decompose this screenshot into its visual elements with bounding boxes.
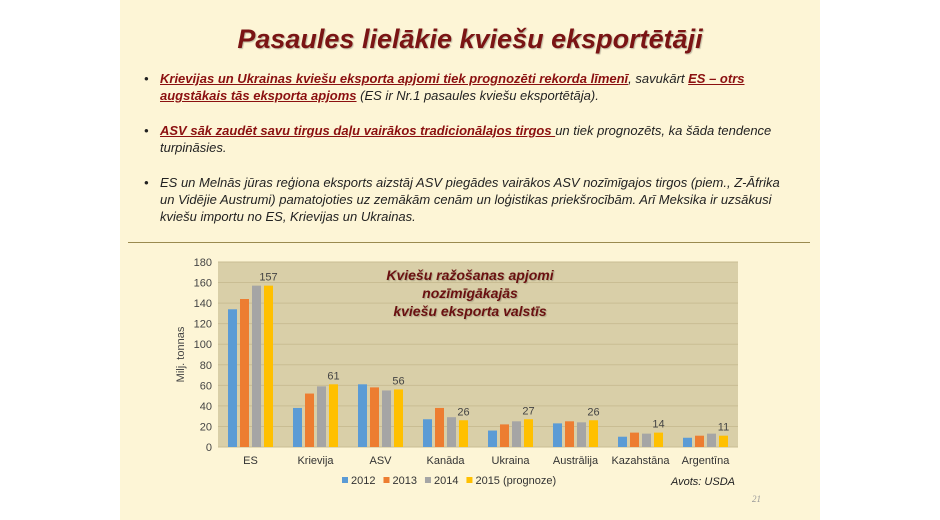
x-tick-label: Kanāda [427,455,466,467]
bar [293,407,302,447]
bullet-text: (ES ir Nr.1 pasaules kviešu eksportētāja… [356,88,599,103]
legend-swatch [424,477,431,483]
bar [565,421,574,447]
bullet-highlight: Krievijas un Ukrainas kviešu eksporta ap… [160,71,629,86]
bar [707,433,716,447]
bar [695,435,704,447]
data-label: 61 [327,370,339,382]
divider [128,242,810,243]
bar [589,420,598,447]
bar [240,299,249,447]
bar [228,309,237,447]
chart: 0 20 40 60 80 100 120 140 160 180 Milj. tonnas 157 E… [120,252,820,502]
bar [488,430,497,447]
y-tick-label: 20 [200,421,212,433]
chart-title-line2: kviešu eksporta valstīs [393,303,547,319]
y-tick-label: 60 [200,380,212,392]
bar [358,384,367,447]
bar [423,419,432,447]
y-tick-label: 40 [200,401,212,413]
bar [305,393,314,447]
x-tick-label: ASV [369,455,392,467]
x-tick-label: Ukraina [492,455,531,467]
bullet-icon: • [144,123,149,138]
bar [252,285,261,447]
bar [553,423,562,447]
bar [317,386,326,447]
data-label: 26 [587,406,599,418]
x-tick-label: Argentīna [682,455,731,467]
bar [618,436,627,447]
data-label: 27 [522,405,534,417]
x-tick-label: ES [243,455,258,467]
bar [642,433,651,447]
y-tick-label: 0 [206,442,212,454]
y-tick-label: 100 [194,339,212,351]
data-label: 157 [259,272,277,284]
bar [264,285,273,447]
source-note: Avots: USDA [671,476,735,488]
bar [577,422,586,447]
y-tick-label: 80 [200,360,212,372]
bar [394,389,403,447]
bar [382,390,391,447]
bullet-icon: • [144,175,149,190]
data-label: 56 [392,375,404,387]
legend-label: 2014 [434,475,458,487]
bar [719,435,728,447]
page-number: 21 [752,494,761,504]
bar [435,407,444,447]
chart-svg: 0 20 40 60 80 100 120 140 160 180 Milj. tonnas 157 E… [175,257,738,487]
bullet-text: , savukārt [628,71,689,86]
bar [654,432,663,447]
slide: Pasaules lielākie kviešu eksportētāji • K… [120,0,820,520]
legend-label: 2012 [351,475,375,487]
bar [500,424,509,447]
bullet-text: un tiek prognozēts, ka šāda tendence tur… [160,123,772,155]
bullet-item: • Krievijas un Ukrainas kviešu eksporta a… [144,70,794,104]
plot-area [218,262,738,447]
y-tick-label: 160 [194,278,212,290]
legend-swatch [383,477,390,483]
bar [459,420,468,447]
chart-title-line1: Kviešu ražošanas apjomi nozīmīgākajās [386,267,554,301]
bullet-highlight: ES – otrs augstākais tās eksporta apjoms [160,71,745,103]
chart-title: Kviešu ražošanas apjomi nozīmīgākajās kv… [350,266,590,320]
y-tick-label: 180 [194,257,212,269]
legend-swatch [342,477,348,483]
y-tick-label: 140 [194,298,212,310]
legend-swatch [466,477,473,483]
data-label: 11 [718,422,729,434]
bullet-item: • ES un Melnās jūras reģiona eksports aiz… [144,174,794,225]
x-tick-label: Kazahstāna [611,455,670,467]
bullet-text: ES un Melnās jūras reģiona eksports aizs… [160,175,780,224]
legend-label: 2015 (prognoze) [475,475,556,487]
bullet-highlight: ASV sāk zaudēt savu tirgus daļu vairākos… [160,123,556,138]
slide-title: Pasaules lielākie kviešu eksportētāji [237,24,703,54]
bar [329,384,338,447]
bar [370,387,379,447]
bullet-list: • Krievijas un Ukrainas kviešu eksporta a… [144,70,794,243]
y-axis-label: Milj. tonnas [175,326,187,382]
bar [683,437,692,447]
bullet-item: • ASV sāk zaudēt savu tirgus daļu vairāko… [144,122,794,156]
legend-label: 2013 [392,475,416,487]
bar [512,421,521,447]
x-tick-label: Austrālija [553,455,599,467]
data-label: 14 [652,419,664,431]
bar [630,432,639,447]
bar [447,417,456,447]
x-tick-label: Krievija [297,455,334,467]
data-label: 26 [457,406,469,418]
y-tick-label: 120 [194,319,212,331]
bar [524,419,533,447]
bullet-icon: • [144,71,149,86]
